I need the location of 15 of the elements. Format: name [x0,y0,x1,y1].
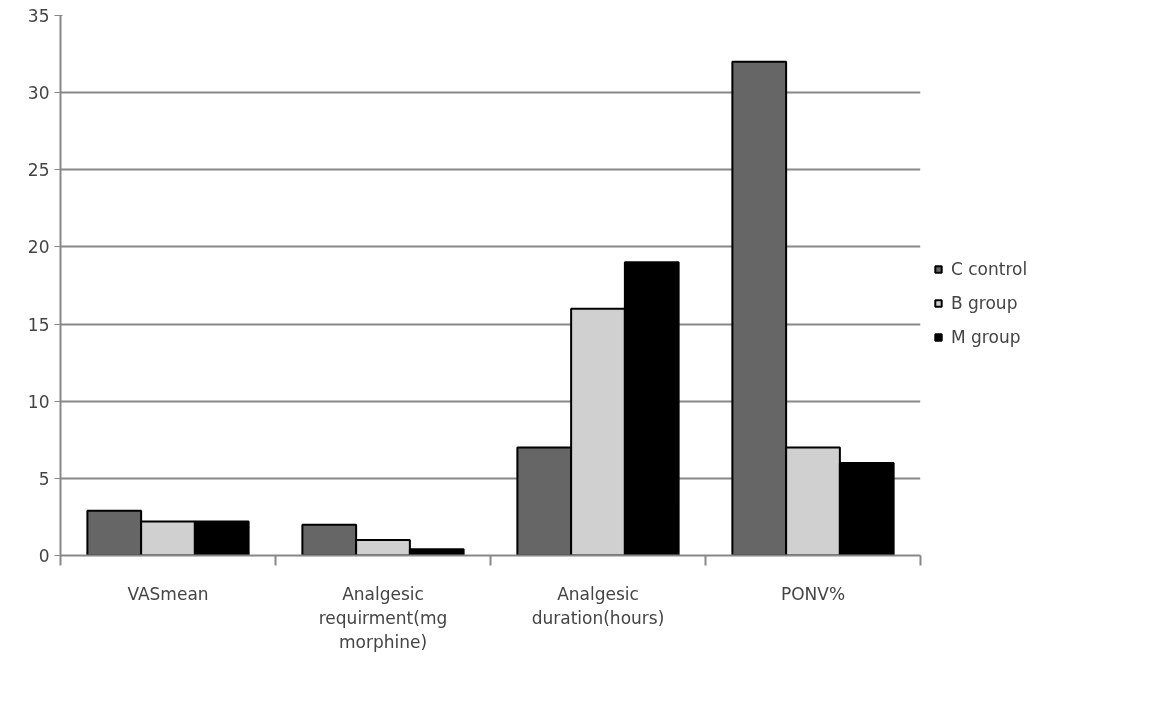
legend-label: M group [951,327,1021,347]
legend-label: C control [951,259,1028,279]
x-tick-label: Analgesic requirment(mg morphine) [318,583,448,652]
y-tick-label: 10 [27,391,50,412]
y-tick-label: 15 [27,314,50,335]
y-tick-label: 20 [27,237,50,258]
x-tick-label: Analgesic duration(hours) [531,583,665,628]
y-tick-label: 35 [27,6,50,26]
legend-label: B group [951,293,1018,313]
y-tick-label: 30 [27,83,50,104]
x-tick-label: VASmean [127,583,209,604]
x-tick-label: PONV% [780,583,846,604]
y-tick-label: 25 [27,160,50,181]
y-tick-label: 0 [38,546,50,566]
y-tick-label: 5 [38,468,50,489]
